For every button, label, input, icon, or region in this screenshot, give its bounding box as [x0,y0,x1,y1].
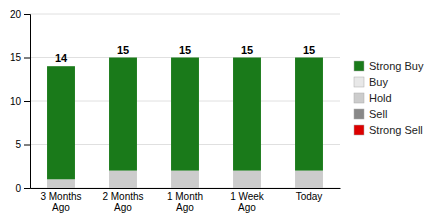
total-label: 15 [303,44,315,56]
x-tick-label-line: 1 Week [230,191,265,202]
y-tick: 10 [10,96,30,107]
y-tick-mark [24,188,30,189]
plot: 051015203 MonthsAgo2 MonthsAgo1 MonthAgo… [10,9,341,213]
x-tick-label-line: Ago [238,202,256,213]
x-tick-label: 2 MonthsAgo [102,191,143,213]
legend-item: Hold [354,92,392,104]
y-tick-label: 15 [10,52,22,63]
legend-item: Buy [354,76,388,88]
total-label: 14 [55,52,68,64]
legend-swatch [354,93,364,103]
y-axis-line [24,15,31,189]
x-tick: 1 MonthAgo [167,191,203,213]
bar-segment [295,171,323,188]
y-tick: 5 [15,139,30,150]
y-tick-label: 10 [10,96,22,107]
legend-swatch [354,61,364,71]
bar-segment [47,66,75,179]
bar-segment [295,58,323,171]
x-tick-label-line: Ago [114,202,132,213]
legend-swatch [354,109,364,119]
total-labels: 14 15 15 15 15 [55,44,315,65]
bar-segment [109,58,137,171]
x-tick-label-line: Ago [176,202,194,213]
y-tick: 15 [10,52,30,63]
bar-segment [233,58,261,171]
x-tick-label: 3 MonthsAgo [40,191,81,213]
x-tick-label-line: 2 Months [102,191,143,202]
x-axis-line [31,188,341,189]
y-tick-mark [24,58,30,59]
bar-segment [171,58,199,171]
x-tick-label-line: Today [296,191,323,202]
x-tick: 2 MonthsAgo [102,191,143,213]
legend-swatch [354,125,364,135]
bar-segment [47,179,75,188]
legend-item: Strong Buy [354,60,424,72]
bar-segment [109,171,137,188]
legend-label: Strong Sell [369,124,423,136]
legend-item: Strong Sell [354,124,423,136]
legend-label: Buy [369,76,388,88]
grid-line [30,14,340,15]
y-tick: 0 [15,183,30,194]
y-axis: 0 5 10 15 20 [10,9,31,194]
x-tick: Today [296,191,323,202]
x-tick: 1 WeekAgo [230,191,265,213]
bars [47,58,323,189]
y-tick-mark [24,145,30,146]
total-label: 15 [117,44,129,56]
x-tick-label-line: Ago [52,202,70,213]
grid [30,14,340,188]
x-tick-label: Today [296,191,323,202]
total-label: 15 [241,44,253,56]
total-label: 15 [179,44,191,56]
legend-item: Sell [354,108,387,120]
y-tick-mark [24,14,30,15]
legend-label: Strong Buy [369,60,424,72]
x-tick-label: 1 WeekAgo [230,191,265,213]
y-tick-label: 5 [15,139,21,150]
y-tick: 20 [10,9,30,20]
chart: 051015203 MonthsAgo2 MonthsAgo1 MonthAgo… [0,0,440,220]
y-tick-label: 0 [15,183,21,194]
x-tick-label-line: 1 Month [167,191,203,202]
bar-segment [233,171,261,188]
x-axis: 3 MonthsAgo2 MonthsAgo1 MonthAgo1 WeekAg… [31,189,341,214]
bar-segment [171,171,199,188]
y-tick-mark [24,101,30,102]
x-tick: 3 MonthsAgo [40,191,81,213]
legend-label: Hold [369,92,392,104]
bar-series [47,171,323,188]
legend-label: Sell [369,108,387,120]
y-tick-label: 20 [10,9,22,20]
legend: Strong Buy Buy Hold Sell Strong Sell [354,60,424,136]
legend-swatch [354,77,364,87]
bar-series [47,58,323,180]
x-tick-label: 1 MonthAgo [167,191,203,213]
x-tick-label-line: 3 Months [40,191,81,202]
